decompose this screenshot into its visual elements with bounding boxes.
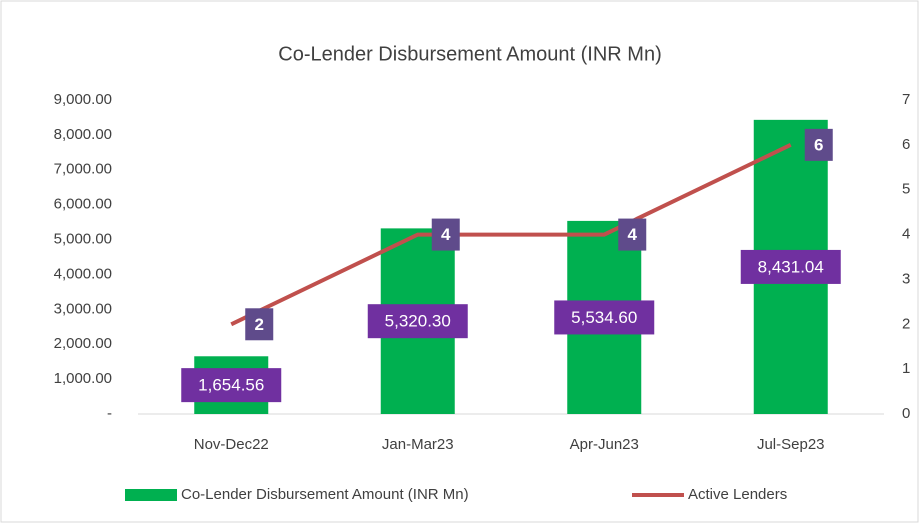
data-label: 4	[441, 225, 451, 244]
x-tick-label: Jul-Sep23	[757, 436, 825, 453]
x-tick-label: Apr-Jun23	[570, 436, 639, 453]
y-tick-label: 5,000.00	[54, 231, 112, 248]
y2-tick-label: 6	[902, 136, 910, 153]
legend-swatch	[125, 489, 177, 501]
y-tick-label: 1,000.00	[54, 370, 112, 387]
data-label-box	[554, 300, 655, 335]
data-label: 5,534.60	[571, 308, 637, 327]
y2-tick-label: 2	[902, 315, 910, 332]
y-tick-label: 2,000.00	[54, 335, 112, 352]
y-tick-label: 7,000.00	[54, 161, 112, 178]
data-label-box	[618, 218, 647, 251]
data-label: 5,320.30	[385, 312, 451, 331]
data-label-box	[181, 368, 282, 403]
y-tick-label: 3,000.00	[54, 300, 112, 317]
y2-tick-label: 4	[902, 226, 910, 243]
data-label: 2	[255, 315, 264, 334]
legend-label: Active Lenders	[688, 486, 787, 503]
y-tick-label: 9,000.00	[54, 91, 112, 108]
y-tick-label: 8,000.00	[54, 126, 112, 143]
data-label-box	[804, 128, 833, 161]
y-tick-label: -	[107, 405, 112, 422]
y-tick-label: 6,000.00	[54, 196, 112, 213]
data-label-box	[431, 218, 460, 251]
x-tick-label: Nov-Dec22	[194, 436, 269, 453]
data-label: 1,654.56	[198, 376, 264, 395]
y2-tick-label: 0	[902, 405, 910, 422]
y2-tick-label: 7	[902, 91, 910, 108]
y2-tick-label: 3	[902, 270, 910, 287]
x-tick-label: Jan-Mar23	[382, 436, 454, 453]
chart-title: Co-Lender Disbursement Amount (INR Mn)	[278, 43, 661, 65]
y-tick-label: 4,000.00	[54, 265, 112, 282]
data-label-box	[740, 249, 841, 284]
legend-label: Co-Lender Disbursement Amount (INR Mn)	[181, 486, 469, 503]
data-label-box	[367, 304, 468, 339]
y2-tick-label: 1	[902, 360, 910, 377]
line	[230, 143, 792, 327]
data-label-box	[245, 308, 274, 341]
y2-tick-label: 5	[902, 181, 910, 198]
data-label: 6	[814, 135, 823, 154]
data-label: 4	[628, 225, 638, 244]
data-label: 8,431.04	[758, 257, 824, 276]
